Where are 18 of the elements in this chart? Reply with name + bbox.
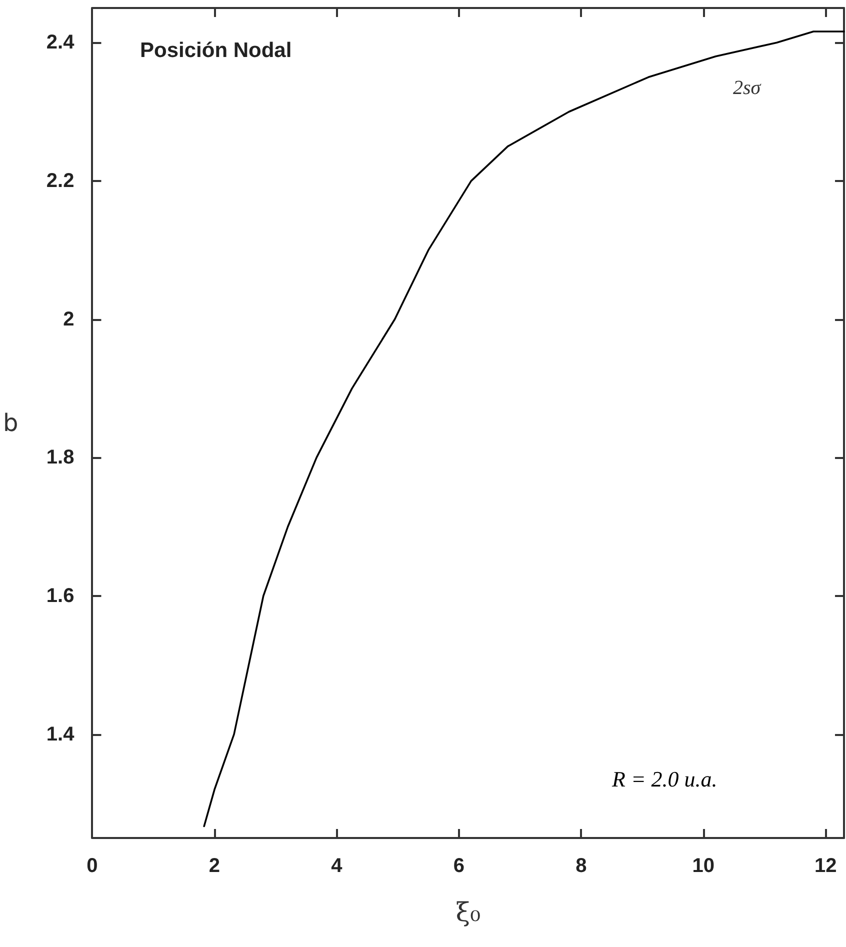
- y-tick-label: 2: [63, 308, 74, 330]
- y-tick-label: 1.4: [46, 723, 76, 746]
- y-tick-label: 1.6: [46, 584, 74, 607]
- y-tick-label: 2.2: [46, 170, 74, 192]
- annotation: 2sσ: [733, 77, 762, 99]
- x-tick-label: 6: [453, 855, 465, 877]
- y-tick-label: 1.8: [46, 446, 74, 469]
- y-tick-label: 2.4: [46, 32, 76, 54]
- x-tick-label: 12: [814, 855, 837, 877]
- y-axis-title: b: [3, 409, 18, 437]
- annotation: R = 2.0 u.a.: [611, 766, 718, 792]
- x-tick-label: 8: [576, 855, 587, 877]
- x-tick-label: 4: [331, 855, 344, 877]
- x-axis-title: ξ₀: [456, 898, 480, 928]
- annotation: Posición Nodal: [140, 39, 292, 62]
- x-tick-label: 10: [692, 855, 715, 877]
- x-tick-label: 2: [208, 855, 220, 877]
- x-tick-label: 0: [86, 855, 98, 877]
